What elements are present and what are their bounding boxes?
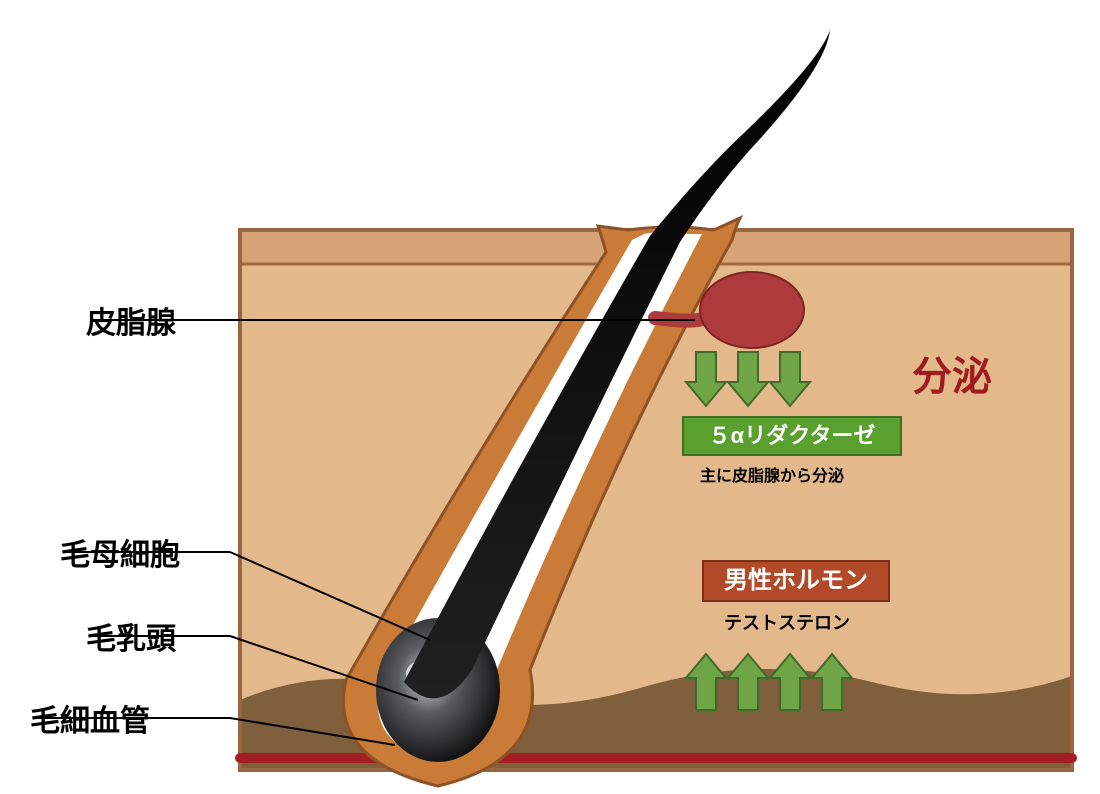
label-capillary: 毛細血管 xyxy=(30,696,150,740)
arrows-secretion-down xyxy=(686,352,810,406)
label-secretion: 分泌 xyxy=(912,344,992,402)
caption-reductase: 主に皮脂腺から分泌 xyxy=(700,462,844,486)
pill-5a-reductase: ５αリダクターゼ xyxy=(682,416,902,456)
label-sebaceous-gland: 皮脂腺 xyxy=(86,298,176,342)
pill-androgen: 男性ホルモン xyxy=(702,560,890,602)
label-dermal-papilla: 毛乳頭 xyxy=(86,614,176,658)
gland-body xyxy=(700,272,804,348)
diagram-root: 皮脂腺 毛母細胞 毛乳頭 毛細血管 分泌 ５αリダクターゼ 主に皮脂腺から分泌 … xyxy=(0,0,1100,794)
caption-testosterone: テストステロン xyxy=(724,609,850,635)
label-hair-matrix: 毛母細胞 xyxy=(60,530,180,574)
